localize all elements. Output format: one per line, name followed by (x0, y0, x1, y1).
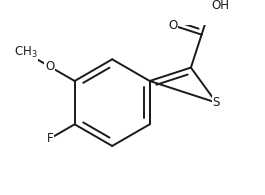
Text: O: O (45, 60, 55, 73)
Text: CH$_3$: CH$_3$ (14, 45, 38, 60)
Text: S: S (213, 96, 220, 109)
Text: F: F (47, 132, 53, 145)
Text: O: O (168, 19, 177, 32)
Text: OH: OH (211, 0, 229, 12)
